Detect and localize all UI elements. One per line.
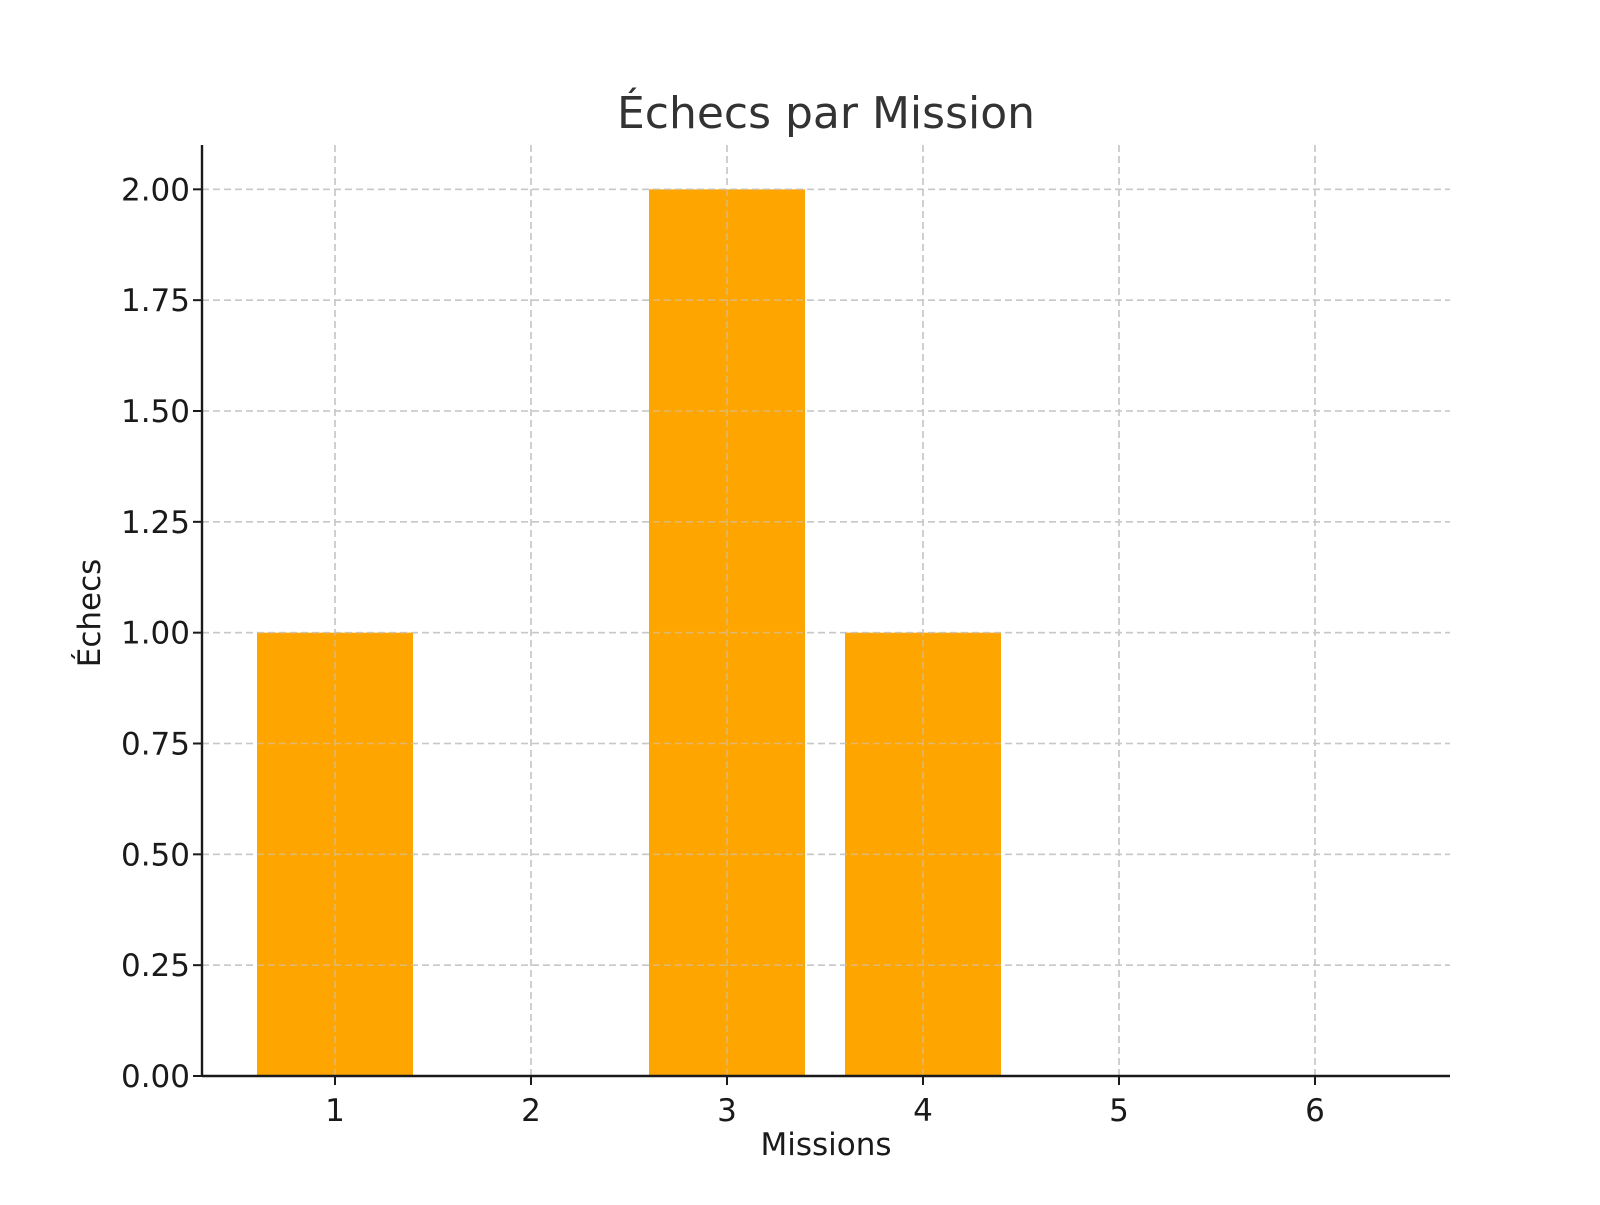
y-axis-label: Échecs	[72, 559, 108, 668]
y-tick-label: 1.75	[121, 283, 190, 319]
y-tick-label: 0.00	[121, 1059, 190, 1095]
y-tick-label: 0.25	[121, 948, 190, 984]
x-tick-label: 5	[1109, 1093, 1129, 1129]
y-tick-label: 0.75	[121, 727, 190, 763]
x-tick-label: 6	[1305, 1093, 1325, 1129]
y-tick-label: 2.00	[121, 172, 190, 208]
y-tick-label: 1.00	[121, 616, 190, 652]
x-axis-label: Missions	[760, 1127, 891, 1163]
x-tick-label: 4	[913, 1093, 933, 1129]
x-tick-label: 2	[521, 1093, 541, 1129]
y-tick-label: 1.50	[121, 394, 190, 430]
x-tick-label: 3	[717, 1093, 737, 1129]
x-tick-label: 1	[325, 1093, 345, 1129]
y-tick-label: 1.25	[121, 505, 190, 541]
ticks: 0.00 0.25 0.50 0.75 1.00 1.25 1.50 1.75 2.00 1 2 3 4…	[121, 172, 1325, 1129]
y-tick-label: 0.50	[121, 837, 190, 873]
chart-title: Échecs par Mission	[617, 86, 1035, 139]
